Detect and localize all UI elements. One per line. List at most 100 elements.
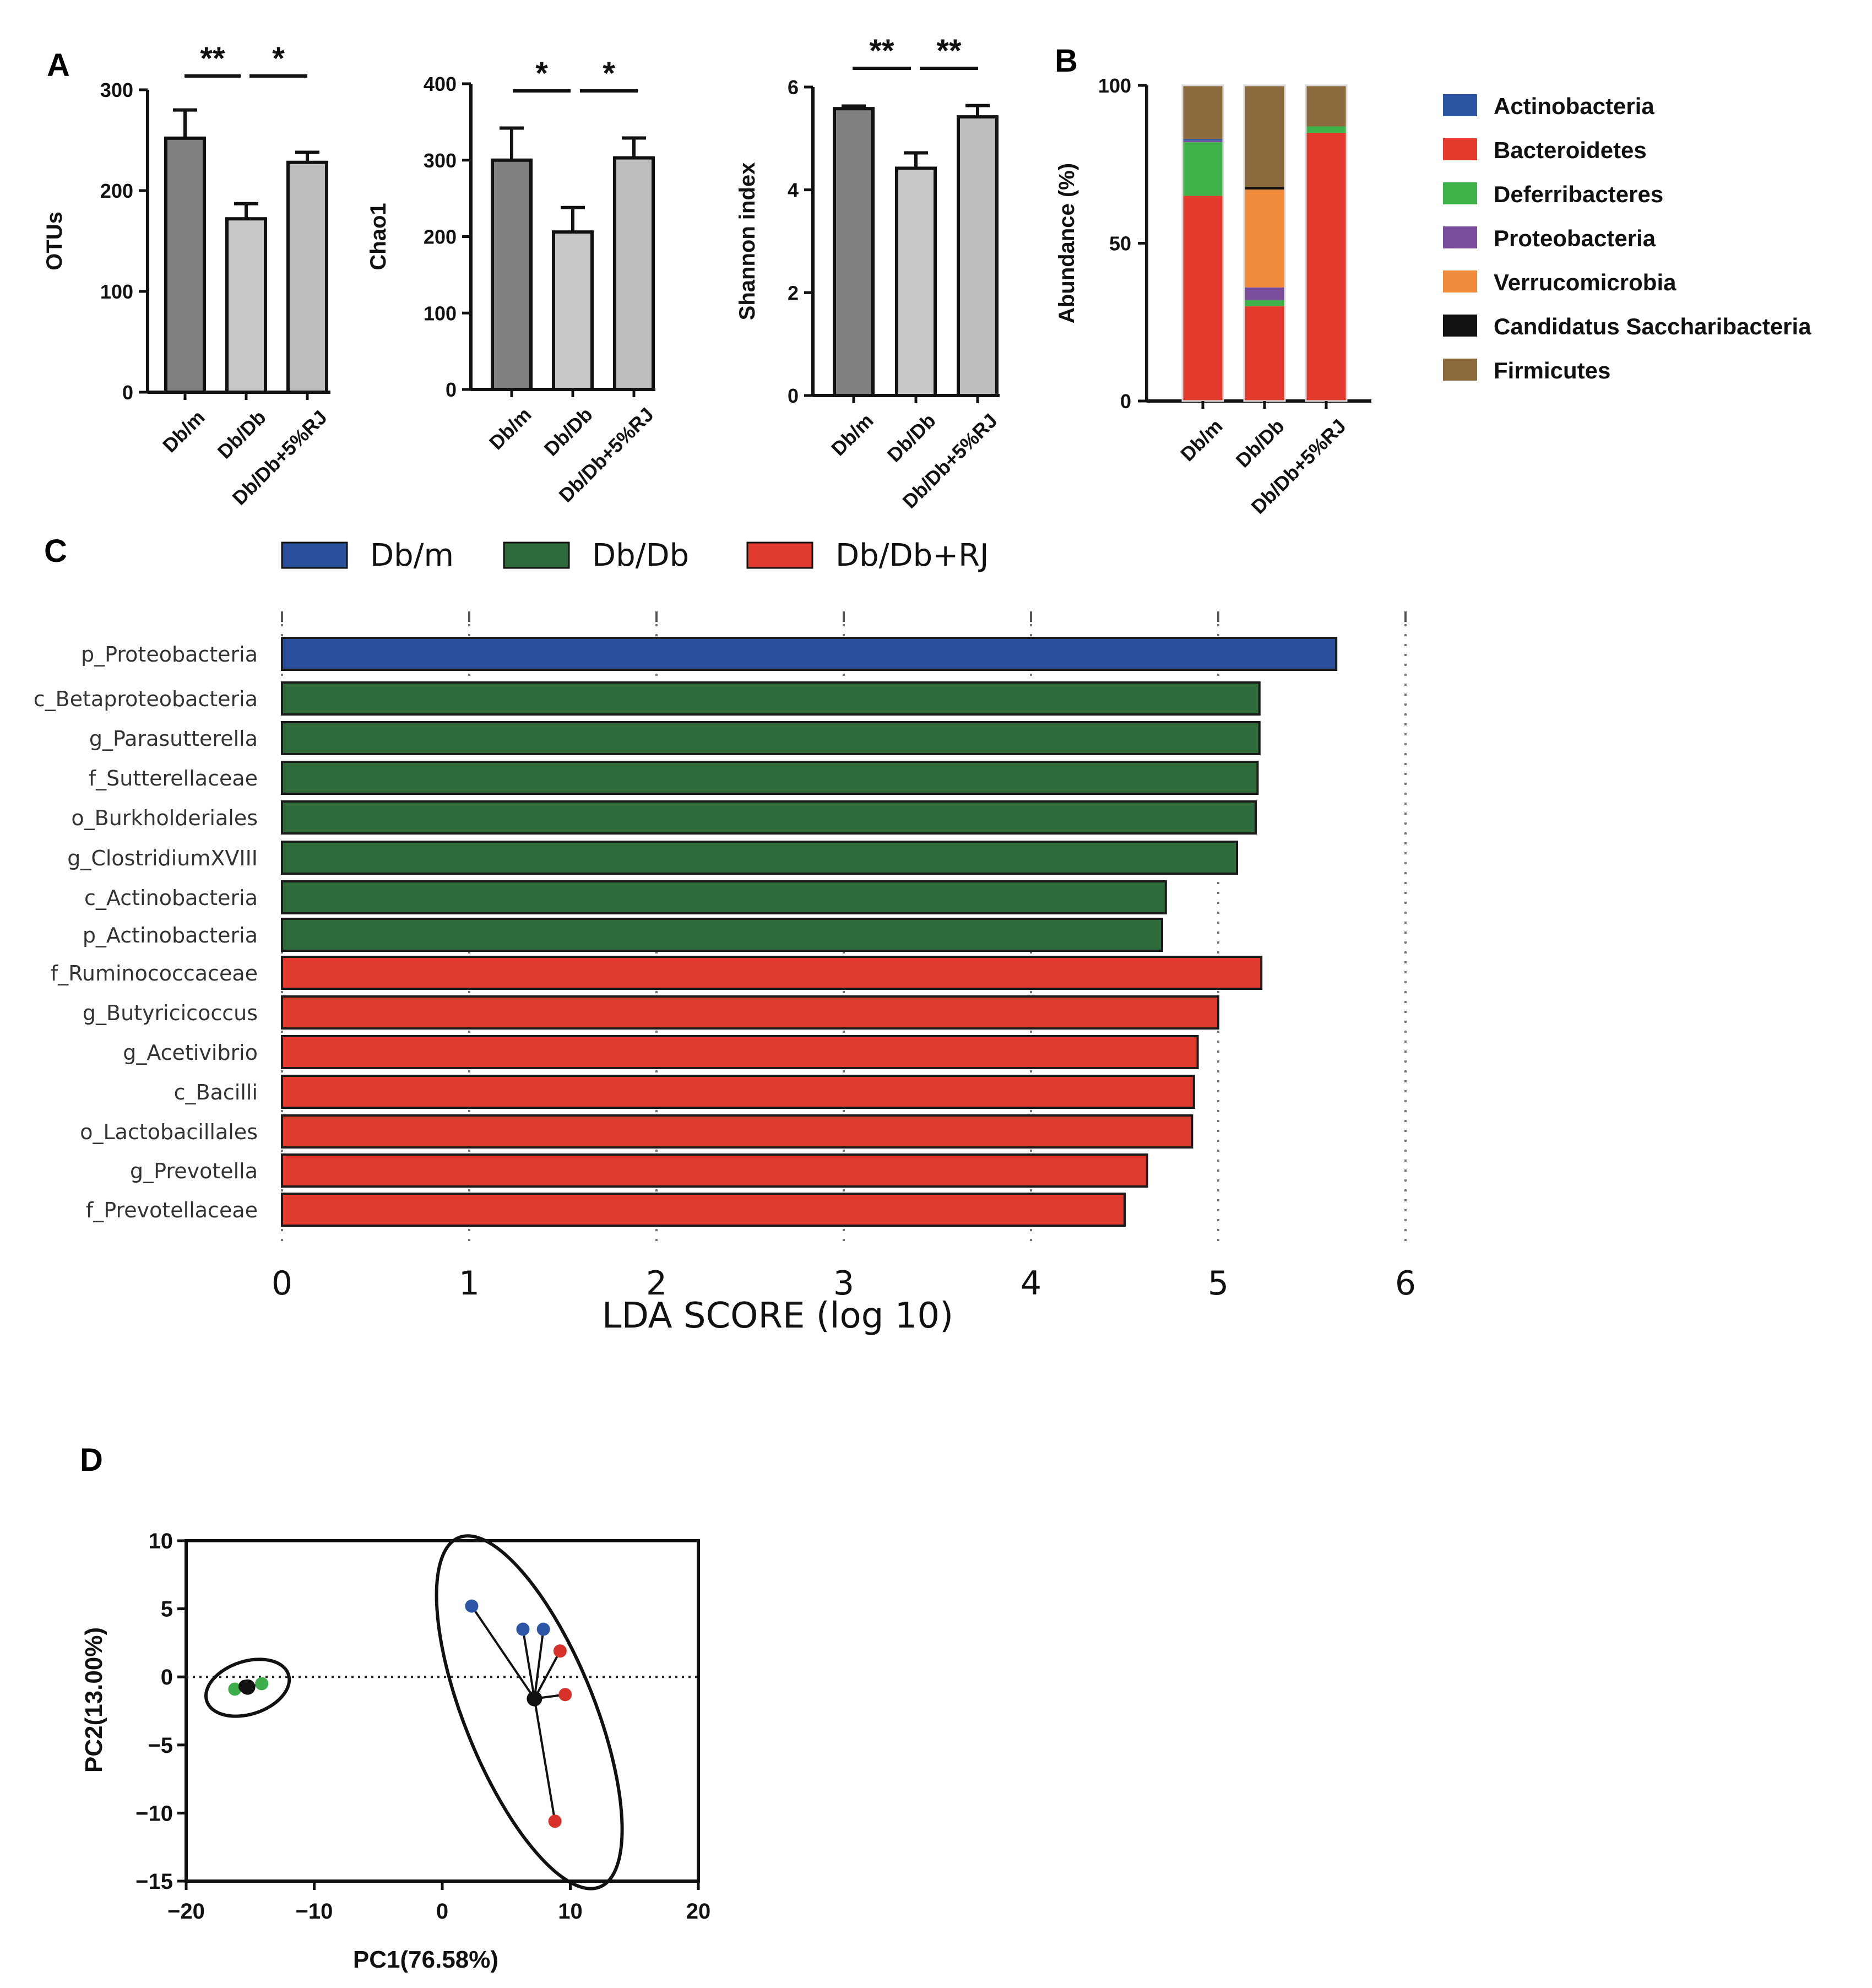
- legend-swatch: [1443, 94, 1477, 116]
- lda-bar: [281, 918, 1163, 952]
- legend-swatch: [1443, 270, 1477, 292]
- lda-bar: [281, 841, 1238, 875]
- x-tick-label: 6: [1395, 1264, 1416, 1303]
- y-tick-label: 300: [424, 149, 457, 172]
- lda-bar: [281, 637, 1338, 671]
- centroid-spoke: [533, 1650, 561, 1699]
- x-tick-label: 4: [1021, 1264, 1041, 1303]
- x-axis-label: PC1(76.58%): [353, 1946, 498, 1973]
- x-tick-label: 0: [436, 1899, 448, 1924]
- bar-label: o_Burkholderiales: [71, 806, 258, 830]
- x-tick-label: Db/m: [158, 406, 209, 457]
- x-tick-label: −10: [296, 1899, 333, 1924]
- stacked-segment: [1306, 132, 1347, 401]
- stacked-segment: [1182, 196, 1223, 401]
- abundance-legend: Actinobacteria Bacteroidetes Deferribacter…: [1443, 93, 1811, 383]
- scatter-point: [553, 1644, 567, 1658]
- cluster-ellipse: [435, 1534, 624, 1891]
- legend-swatch: [1443, 138, 1477, 160]
- bar-label: g_Acetivibrio: [123, 1041, 258, 1065]
- y-tick-label: 10: [149, 1529, 173, 1553]
- bar: [957, 115, 999, 397]
- y-tick-label: 50: [1109, 232, 1131, 255]
- stacked-segment: [1244, 306, 1285, 401]
- y-axis-label: Chao1: [366, 203, 390, 270]
- x-tick-label: 5: [1208, 1264, 1229, 1303]
- panel-label-c: C: [44, 533, 67, 569]
- lda-bar: [281, 800, 1257, 835]
- significance-mark: *: [272, 41, 285, 77]
- legend-swatch: [746, 541, 813, 569]
- legend-swatch: [1443, 315, 1477, 337]
- centroid-spoke: [522, 1629, 536, 1699]
- lda-bar: [281, 681, 1261, 716]
- scatter-point: [516, 1622, 530, 1636]
- y-tick-label: 0: [122, 381, 133, 404]
- scatter-point: [228, 1682, 242, 1696]
- centroid-spoke: [533, 1698, 556, 1822]
- lda-bar: [281, 721, 1261, 755]
- legend-swatch: [1443, 359, 1477, 381]
- legend-label: Firmicutes: [1494, 357, 1610, 383]
- centroid-spoke: [470, 1605, 536, 1699]
- significance-mark: *: [535, 56, 548, 91]
- x-tick-label: Db/Db: [1231, 415, 1289, 472]
- stacked-segment: [1182, 139, 1223, 141]
- y-tick-label: 200: [100, 180, 133, 202]
- x-tick-label: Db/m: [1176, 415, 1227, 466]
- stacked-segment: [1244, 189, 1285, 288]
- legend-label: Db/Db: [592, 538, 689, 573]
- bar-label: f_Prevotellaceae: [86, 1198, 258, 1222]
- x-tick-label: 3: [833, 1264, 854, 1303]
- bar: [833, 107, 875, 397]
- lefse-lda-chart: Db/m Db/Db Db/Db+RJ 0 1 2 3 4 5 6 LDA SCORE (log 1…: [34, 538, 1416, 1336]
- pca-scatter-chart: −20 −10 0 10 20 10 5 0 −5 −10 −15 PC1(76.58%) PC2(13…: [80, 1529, 710, 1973]
- scatter-point: [465, 1599, 479, 1613]
- x-tick-label: 10: [558, 1899, 583, 1924]
- y-tick-label: 2: [788, 281, 799, 304]
- panel-label-d: D: [80, 1442, 103, 1478]
- stacked-segment: [1244, 300, 1285, 307]
- legend-label: Db/Db+RJ: [835, 538, 989, 573]
- legend-swatch: [503, 541, 570, 569]
- stacked-segment: [1244, 85, 1285, 187]
- significance-mark: **: [936, 33, 962, 69]
- lda-bar: [281, 1035, 1199, 1069]
- bar-label: f_Sutterellaceae: [89, 766, 258, 790]
- y-axis-label: Abundance (%): [1055, 163, 1079, 323]
- centroid-point: [527, 1691, 542, 1707]
- y-tick-label: 100: [424, 302, 457, 324]
- stacked-segment: [1306, 126, 1347, 133]
- stacked-segment: [1244, 187, 1285, 190]
- y-tick-label: 0: [1120, 390, 1131, 413]
- x-tick-label: Db/m: [485, 403, 536, 454]
- legend-swatch: [1443, 182, 1477, 204]
- y-tick-label: 5: [161, 1597, 173, 1622]
- legend-label: Db/m: [370, 538, 454, 573]
- bar-label: c_Betaproteobacteria: [34, 687, 258, 711]
- y-tick-label: −5: [148, 1734, 173, 1758]
- stacked-segment: [1182, 142, 1223, 196]
- bar-label: o_Lactobacillales: [80, 1120, 258, 1144]
- legend-label: Deferribacteres: [1494, 181, 1663, 207]
- y-tick-label: 0: [446, 378, 457, 401]
- legend-swatch: [1443, 226, 1477, 248]
- y-tick-label: 100: [100, 280, 133, 303]
- y-tick-label: 400: [424, 73, 457, 95]
- bar-label: p_Actinobacteria: [83, 923, 258, 947]
- legend-swatch: [281, 541, 348, 569]
- lda-bar: [281, 1153, 1148, 1188]
- scatter-point: [536, 1622, 550, 1636]
- bar-label: p_Proteobacteria: [81, 642, 258, 667]
- x-axis-label: LDA SCORE (log 10): [602, 1296, 953, 1336]
- bar-label: c_Actinobacteria: [84, 886, 258, 910]
- x-tick-label: Db/Db: [883, 409, 940, 467]
- bar-label: f_Ruminococcaceae: [51, 961, 258, 985]
- bar-label: g_Parasutterella: [89, 727, 258, 751]
- legend-label: Actinobacteria: [1494, 93, 1654, 119]
- panel-label-a: A: [47, 47, 70, 83]
- panel-label-b: B: [1055, 43, 1078, 79]
